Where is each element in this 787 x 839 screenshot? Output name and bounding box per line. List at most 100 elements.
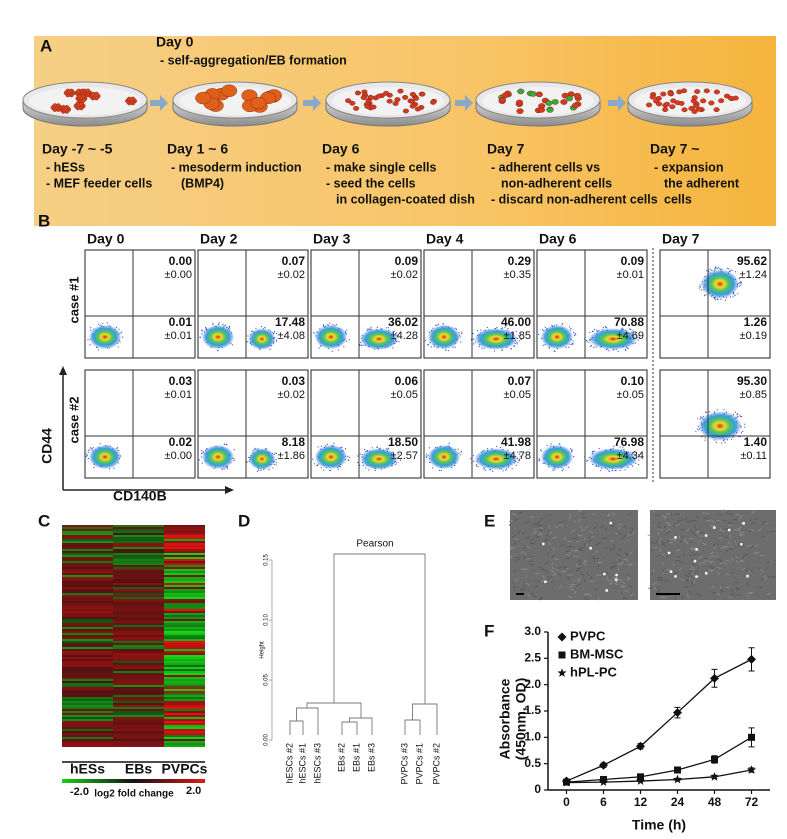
event — [90, 329, 92, 331]
event — [542, 329, 544, 331]
legend-marker — [558, 651, 566, 659]
heat-cell — [164, 679, 205, 681]
heat-cell — [113, 667, 164, 669]
cell — [370, 104, 377, 110]
bright-cell — [746, 574, 749, 578]
cell — [723, 93, 731, 99]
marker — [709, 772, 720, 781]
population — [314, 324, 348, 350]
event — [437, 323, 440, 325]
population — [88, 444, 122, 470]
heat-cell — [113, 615, 164, 617]
day-label: Day 6 — [539, 231, 577, 247]
heat-cell — [164, 591, 205, 593]
heat-cell — [113, 599, 164, 601]
event — [739, 414, 741, 416]
heat-cell — [164, 673, 205, 675]
heat-cell — [164, 743, 205, 745]
heat-cell — [113, 589, 164, 591]
heat-cell — [113, 685, 164, 687]
heat-cell — [164, 601, 205, 603]
upper-value: 95.62 — [737, 254, 767, 268]
heat-cell — [113, 721, 164, 723]
heat-cell — [113, 729, 164, 731]
event — [275, 452, 277, 454]
heat-cell — [113, 697, 164, 699]
heat-cell — [164, 581, 205, 583]
heat-cell — [164, 651, 205, 653]
cell — [130, 96, 136, 102]
heat-cell — [113, 653, 164, 655]
heat-cell — [62, 707, 113, 709]
cell — [414, 106, 421, 112]
heat-cell — [62, 571, 113, 573]
leaf-label: EBs #3 — [366, 743, 376, 772]
event — [565, 346, 567, 349]
heat-cell — [113, 595, 164, 597]
event — [739, 277, 741, 279]
cell-texture — [589, 580, 595, 583]
event — [726, 267, 728, 269]
event — [716, 298, 718, 300]
event — [90, 327, 92, 329]
event — [734, 411, 736, 413]
heat-cell — [164, 615, 205, 617]
panel-label: F — [484, 621, 494, 640]
event — [97, 349, 100, 351]
event — [343, 346, 345, 348]
heat-cell — [62, 657, 113, 659]
event — [346, 340, 348, 342]
event — [586, 340, 588, 342]
event — [700, 286, 702, 288]
heat-cell — [62, 693, 113, 695]
event — [312, 458, 314, 460]
heat-cell — [113, 725, 164, 727]
event — [118, 328, 120, 330]
event — [611, 469, 613, 472]
heat-cell — [113, 559, 164, 561]
event — [101, 322, 103, 325]
heat-cell — [113, 665, 164, 667]
cell — [386, 98, 393, 104]
heat-cell — [164, 587, 205, 589]
event — [460, 341, 462, 343]
heat-cell — [113, 701, 164, 703]
event — [550, 443, 552, 445]
heat-cell — [62, 691, 113, 693]
event — [313, 463, 316, 465]
event — [476, 464, 478, 466]
cell — [345, 98, 352, 104]
lower-value: 1.26 — [744, 315, 768, 329]
event — [317, 446, 319, 448]
event — [573, 334, 576, 336]
heat-cell — [164, 715, 205, 717]
heat-cell — [113, 541, 164, 543]
group-label: hESs — [70, 761, 105, 777]
heat-cell — [113, 717, 164, 719]
event — [447, 350, 450, 352]
event — [716, 409, 718, 411]
heat-cell — [164, 721, 205, 723]
event — [714, 298, 716, 300]
heat-cell — [62, 737, 113, 739]
event — [740, 284, 742, 286]
event — [98, 323, 100, 325]
heat-cell — [164, 575, 205, 577]
event — [561, 470, 563, 472]
heat-cell — [62, 537, 113, 539]
event — [121, 336, 124, 338]
cell — [408, 98, 415, 104]
event — [540, 450, 542, 452]
event — [318, 347, 320, 349]
event — [561, 322, 563, 325]
heat-cell — [62, 593, 113, 595]
heat-cell — [113, 713, 164, 715]
event — [552, 469, 554, 472]
heat-cell — [62, 709, 113, 711]
lower-value: 1.40 — [744, 435, 768, 449]
dish-illustrations — [22, 81, 753, 127]
event — [617, 350, 619, 352]
event — [337, 349, 340, 351]
event — [619, 469, 621, 471]
